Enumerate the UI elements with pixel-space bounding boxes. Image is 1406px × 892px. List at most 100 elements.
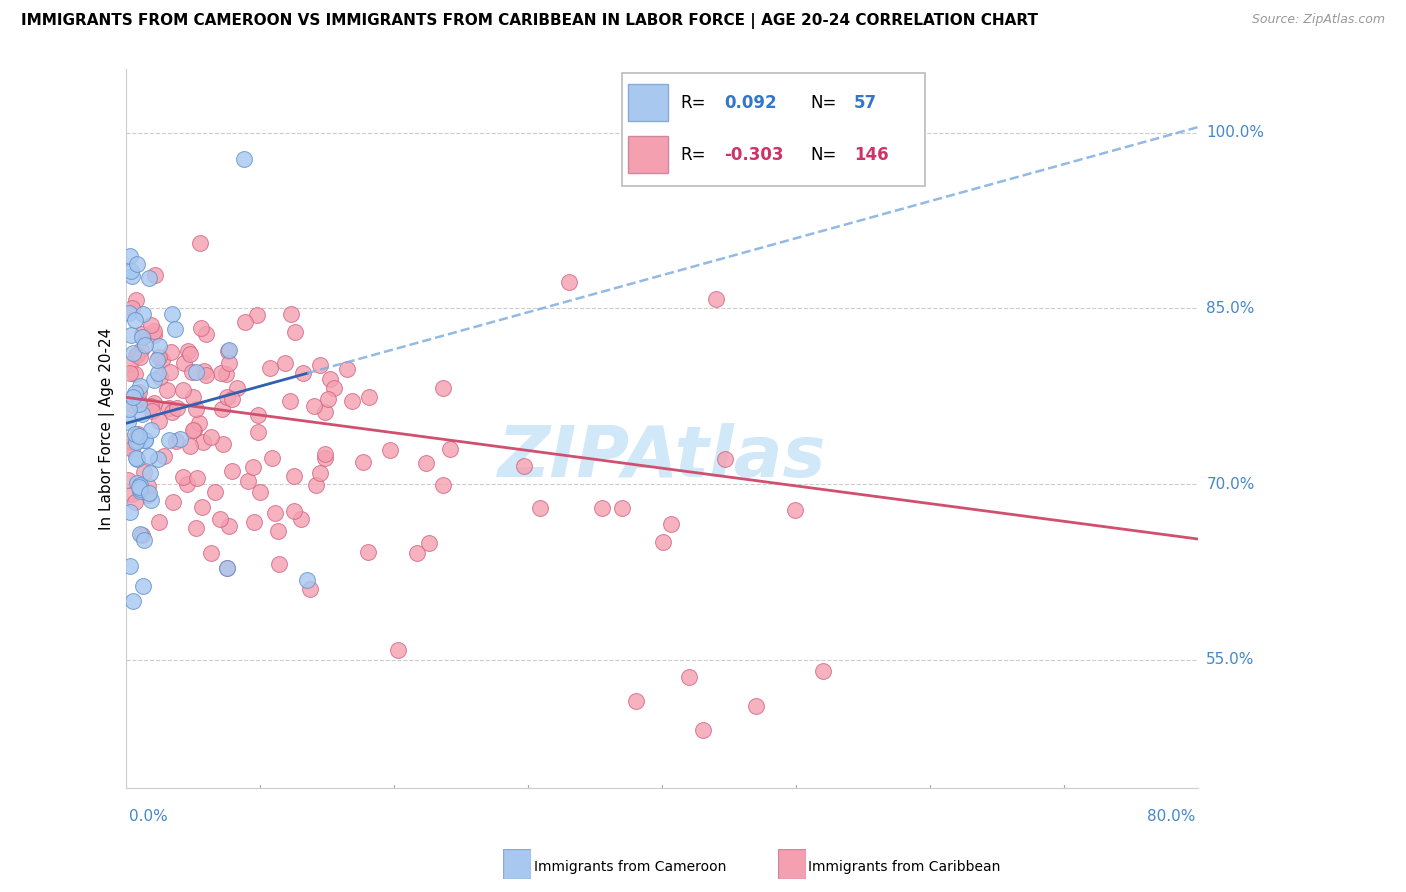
Text: 0.092: 0.092: [724, 94, 776, 112]
Point: [124, 312, 146, 326]
Point: [181, 423, 204, 437]
Point: [131, 407, 153, 421]
Text: 100.0%: 100.0%: [1206, 126, 1264, 140]
Point: [200, 546, 222, 560]
Point: [357, 390, 380, 404]
Point: [134, 338, 156, 352]
Text: 146: 146: [853, 146, 889, 164]
Point: [146, 452, 169, 467]
Point: [233, 152, 256, 166]
Point: [134, 433, 156, 447]
Point: [134, 533, 156, 548]
Point: [193, 364, 215, 378]
Point: [117, 474, 139, 488]
Point: [132, 330, 155, 344]
Point: [811, 665, 834, 679]
Point: [184, 521, 207, 535]
Text: ZIPAtlas: ZIPAtlas: [498, 423, 827, 491]
Point: [678, 670, 700, 684]
Text: IMMIGRANTS FROM CAMEROON VS IMMIGRANTS FROM CARIBBEAN IN LABOR FORCE | AGE 20-24: IMMIGRANTS FROM CAMEROON VS IMMIGRANTS F…: [21, 13, 1038, 29]
Text: 70.0%: 70.0%: [1206, 476, 1254, 491]
Point: [186, 401, 208, 416]
Point: [132, 579, 155, 593]
Text: 55.0%: 55.0%: [1206, 652, 1254, 667]
Point: [122, 390, 145, 404]
Point: [316, 392, 339, 406]
Point: [215, 367, 238, 381]
Point: [211, 402, 233, 417]
Point: [136, 488, 159, 502]
Point: [138, 271, 160, 285]
Point: [162, 495, 184, 509]
Point: [118, 306, 141, 320]
Point: [118, 367, 141, 381]
Text: Immigrants from Caribbean: Immigrants from Caribbean: [808, 860, 1001, 874]
Point: [246, 308, 269, 322]
Point: [125, 293, 148, 307]
Point: [215, 561, 238, 575]
Point: [380, 442, 402, 457]
Point: [652, 534, 675, 549]
Text: 57: 57: [853, 94, 877, 112]
Point: [624, 693, 647, 707]
Point: [125, 475, 148, 490]
Point: [704, 292, 727, 306]
Point: [305, 478, 328, 492]
Point: [319, 372, 342, 386]
FancyBboxPatch shape: [778, 849, 806, 879]
Point: [128, 527, 150, 541]
Point: [128, 397, 150, 411]
FancyBboxPatch shape: [628, 84, 668, 121]
Point: [692, 723, 714, 737]
Point: [127, 452, 149, 467]
Point: [278, 393, 301, 408]
Point: [125, 348, 148, 362]
Point: [557, 275, 579, 289]
Point: [139, 467, 162, 481]
Point: [200, 430, 222, 444]
Point: [314, 405, 336, 419]
Point: [264, 507, 287, 521]
Point: [191, 434, 214, 449]
Point: [284, 325, 307, 339]
Point: [659, 517, 682, 532]
Point: [260, 450, 283, 465]
Point: [139, 423, 162, 437]
Point: [124, 450, 146, 465]
Point: [290, 512, 312, 526]
Point: [243, 515, 266, 529]
Point: [204, 485, 226, 500]
Point: [418, 535, 440, 549]
Point: [173, 356, 195, 370]
Point: [405, 545, 427, 559]
Point: [352, 455, 374, 469]
Point: [138, 479, 160, 493]
Point: [129, 379, 152, 393]
Point: [117, 440, 139, 454]
Point: [513, 458, 536, 473]
Point: [128, 429, 150, 443]
Point: [120, 559, 142, 574]
Point: [139, 492, 162, 507]
Point: [150, 352, 173, 367]
Point: [340, 393, 363, 408]
Point: [242, 459, 264, 474]
Point: [143, 373, 166, 387]
Text: -0.303: -0.303: [724, 146, 783, 164]
Point: [138, 450, 160, 464]
Text: N=: N=: [810, 94, 837, 112]
Text: R=: R=: [681, 146, 706, 164]
Point: [117, 415, 139, 429]
Point: [159, 365, 181, 379]
Point: [215, 390, 238, 404]
Point: [215, 560, 238, 574]
Y-axis label: In Labor Force | Age 20-24: In Labor Force | Age 20-24: [100, 327, 115, 530]
Point: [314, 447, 336, 461]
Point: [120, 249, 142, 263]
Point: [184, 365, 207, 379]
Point: [131, 326, 153, 341]
Point: [121, 268, 143, 283]
Point: [159, 345, 181, 359]
Point: [128, 482, 150, 496]
Point: [212, 436, 235, 450]
